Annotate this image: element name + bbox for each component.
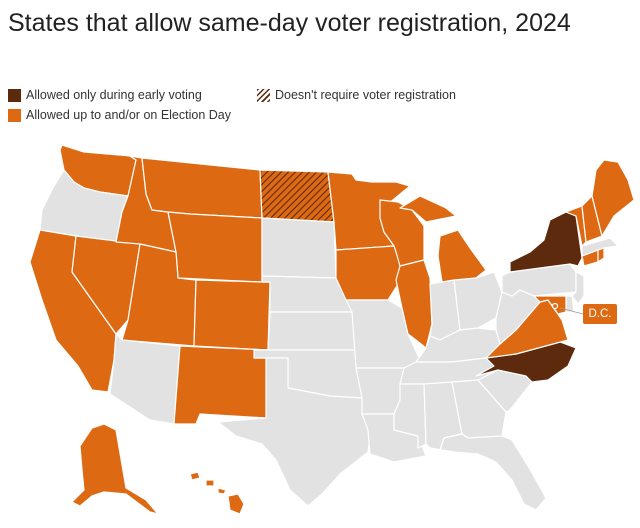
state-arizona (109, 333, 181, 425)
states-layer (29, 144, 635, 515)
state-alaska (71, 423, 159, 515)
legend-swatch-early-voting (8, 88, 21, 102)
state-wyoming (167, 211, 263, 283)
legend-label-election-day: Allowed up to and/or on Election Day (26, 108, 231, 122)
legend-label-no-registration: Doesn't require voter registration (275, 88, 456, 102)
state-massachusetts (581, 237, 619, 257)
state-colorado (193, 279, 271, 351)
legend-item-election-day: Allowed up to and/or on Election Day (8, 108, 231, 122)
dc-label: D.C. (583, 304, 617, 324)
state-iowa (335, 245, 403, 301)
state-maine (591, 159, 635, 237)
legend-swatch-no-registration (257, 88, 270, 102)
state-hawaii (189, 471, 245, 515)
state-new-york (509, 211, 583, 273)
state-texas (217, 357, 373, 507)
state-kansas (267, 311, 359, 351)
legend-item-early-voting: Allowed only during early voting (8, 88, 202, 102)
state-north-dakota (259, 169, 335, 223)
us-map (29, 144, 635, 515)
state-michigan (399, 195, 487, 283)
state-florida (429, 433, 547, 511)
legend-label-early-voting: Allowed only during early voting (26, 88, 202, 102)
state-montana (141, 157, 263, 219)
legend-item-no-registration: Doesn't require voter registration (257, 88, 456, 102)
state-new-jersey (571, 271, 585, 305)
state-vermont (565, 205, 587, 247)
state-maryland (533, 295, 567, 315)
map-title: States that allow same-day voter registr… (8, 9, 571, 37)
state-south-dakota (261, 217, 337, 279)
dc-leader-line (559, 307, 584, 315)
state-illinois (395, 259, 433, 349)
legend-swatch-election-day (8, 108, 21, 122)
state-dc (551, 302, 559, 310)
state-ohio (453, 271, 503, 331)
